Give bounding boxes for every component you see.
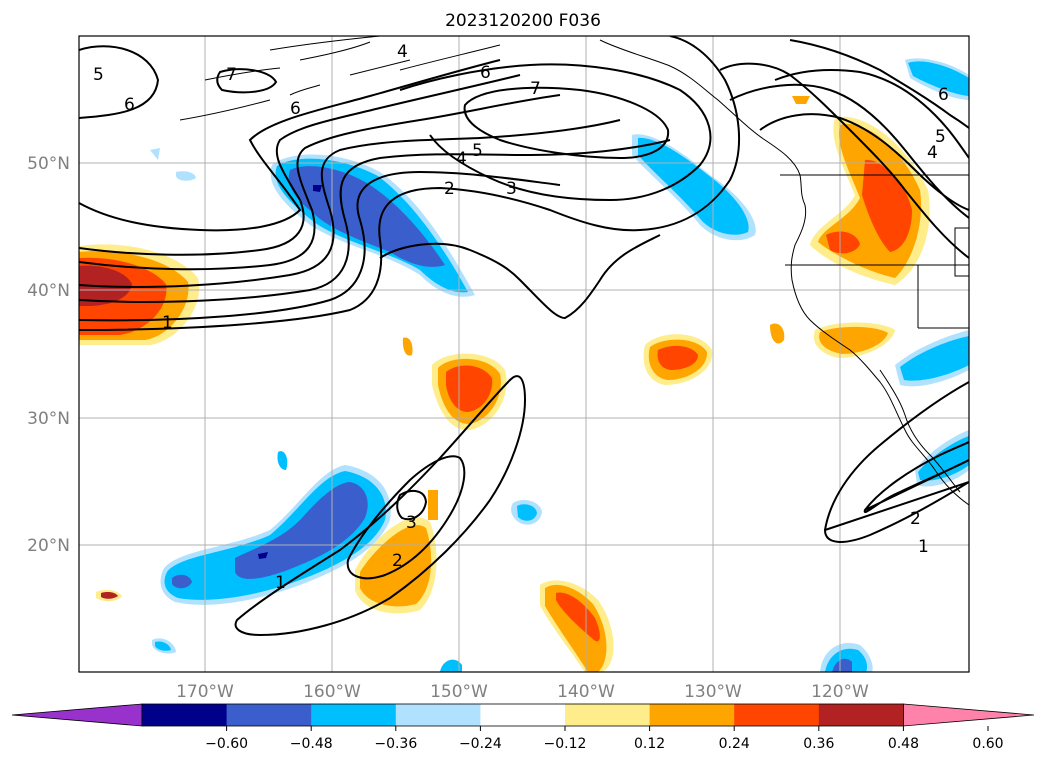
colorbar-tick-label: −0.24 [459, 736, 502, 752]
contour-label: 6 [480, 63, 491, 83]
plot-area: 4 6 7 5 6 7 6 4 5 2 3 1 6 5 4 1 2 3 2 1 [79, 36, 969, 672]
contour-label: 1 [275, 573, 286, 593]
contour-label: 6 [290, 99, 301, 119]
lat-label: 40°N [27, 281, 70, 301]
lon-label: 130°W [684, 682, 742, 702]
contour-label: 6 [124, 95, 135, 115]
cool-anomaly-gulf [632, 134, 756, 241]
colorbar-tick-label: −0.60 [205, 736, 248, 752]
colorbar-extend-high [903, 703, 1035, 727]
colorbar-tick-label: 0.48 [888, 736, 919, 752]
map-title: 2023120200 F036 [445, 11, 601, 31]
colorbar-segment [142, 704, 228, 726]
lat-lon-grid [79, 36, 969, 672]
contour-label: 7 [226, 65, 237, 85]
colorbar-extend-low [11, 703, 143, 727]
contour-label: 7 [530, 79, 541, 99]
colorbar-tick-label: 0.24 [719, 736, 750, 752]
contour-label: 2 [444, 179, 455, 199]
colorbar-tick-label: −0.36 [374, 736, 417, 752]
lon-label: 170°W [176, 682, 234, 702]
contour-label: 5 [935, 127, 946, 147]
colorbar-segment [395, 704, 481, 726]
contour-label: 3 [506, 179, 517, 199]
warm-anomaly-south-central [540, 580, 614, 672]
colorbar [11, 703, 1035, 727]
contour-label: 5 [93, 65, 104, 85]
contour-label: 5 [472, 141, 483, 161]
colorbar-tick-label: 0.36 [803, 736, 834, 752]
colorbar-segment [565, 704, 651, 726]
lon-label: 140°W [557, 682, 615, 702]
contour-label: 2 [910, 509, 921, 529]
colorbar-ticks: −0.60 −0.48 −0.36 −0.24 −0.12 0.12 0.24 0.36 0.4… [205, 726, 1004, 752]
warm-anomaly-california [96, 96, 895, 602]
contour-label: 1 [162, 313, 173, 333]
colorbar-segment [649, 704, 735, 726]
contour-label: 4 [927, 143, 938, 163]
lat-label: 20°N [27, 536, 70, 556]
colorbar-segment [311, 704, 397, 726]
contour-label: 4 [397, 42, 408, 62]
colorbar-segment [734, 704, 820, 726]
map-frame [78, 35, 970, 673]
contour-labels: 4 6 7 5 6 7 6 4 5 2 3 1 6 5 4 1 2 3 2 1 [93, 42, 949, 593]
contour-label: 3 [406, 513, 417, 533]
colorbar-segment [480, 704, 566, 726]
lon-label: 160°W [303, 682, 361, 702]
lon-label: 120°W [811, 682, 869, 702]
lon-label: 150°W [430, 682, 488, 702]
latitude-labels: 50°N 40°N 30°N 20°N [27, 154, 70, 556]
lat-label: 50°N [27, 154, 70, 174]
contour-label: 2 [392, 551, 403, 571]
warm-anomaly-central [643, 334, 713, 385]
cool-anomaly-east [820, 58, 969, 672]
coastlines [179, 36, 969, 506]
cool-anomaly-hawaii-west [150, 148, 542, 672]
colorbar-segment [226, 704, 312, 726]
longitude-labels: 170°W 160°W 150°W 140°W 130°W 120°W [176, 682, 869, 702]
colorbar-tick-label: −0.48 [290, 736, 333, 752]
lat-label: 30°N [27, 409, 70, 429]
contour-label: 4 [456, 149, 467, 169]
colorbar-tick-label: 0.12 [634, 736, 665, 752]
colorbar-tick-label: 0.60 [972, 736, 1003, 752]
contour-lines [79, 36, 969, 637]
colorbar-tick-label: −0.12 [544, 736, 587, 752]
contour-label: 6 [938, 85, 949, 105]
colorbar-frame [141, 703, 904, 727]
colorbar-segment [818, 704, 904, 726]
contour-label: 1 [918, 537, 929, 557]
